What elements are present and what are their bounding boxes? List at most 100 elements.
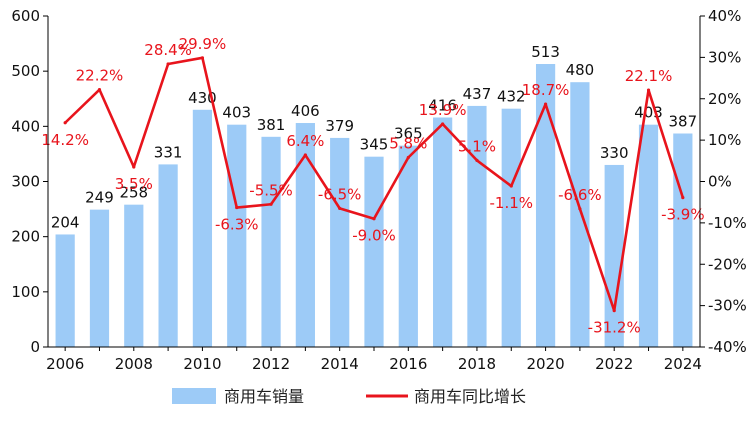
x-tick-label: 2022 — [595, 355, 633, 373]
line-label-2013: 6.4% — [286, 132, 324, 150]
right-tick-label: -40% — [708, 338, 746, 356]
x-tick-label: 2012 — [252, 355, 290, 373]
left-tick-label: 0 — [30, 338, 40, 356]
bar-2013 — [295, 123, 315, 348]
bar-label-2020: 513 — [531, 43, 560, 61]
bar-2017 — [433, 117, 453, 347]
bar-2010 — [192, 109, 213, 347]
growth-point-2015 — [372, 217, 376, 221]
bar-label-2012: 381 — [257, 116, 286, 134]
right-tick-label: 10% — [708, 131, 741, 149]
right-tick-label: -30% — [708, 297, 746, 315]
bar-2020 — [535, 64, 556, 347]
line-label-2016: 5.8% — [389, 135, 427, 153]
growth-point-2021 — [578, 207, 582, 211]
legend-label-growth: 商用车同比增长 — [414, 387, 526, 406]
line-label-2020: 18.7% — [522, 81, 570, 99]
growth-point-2016 — [406, 155, 410, 160]
line-label-2021: -6.6% — [558, 186, 602, 204]
x-tick-label: 2010 — [183, 355, 221, 373]
line-label-2023: 22.1% — [625, 67, 673, 85]
x-tick-label: 2018 — [458, 355, 496, 373]
bar-2008 — [124, 204, 144, 347]
bar-label-2017: 416 — [428, 97, 457, 115]
growth-point-2023 — [646, 88, 651, 92]
line-label-2007: 22.2% — [76, 67, 124, 85]
bar-2014 — [330, 137, 350, 347]
right-tick-label: 0% — [708, 173, 732, 191]
x-tick-label: 2006 — [46, 355, 84, 373]
bar-label-2018: 437 — [463, 85, 492, 103]
bar-2016 — [398, 145, 418, 347]
line-label-2024: -3.9% — [661, 206, 705, 224]
growth-point-2012 — [269, 202, 273, 206]
bar-2023 — [638, 124, 659, 348]
x-tick-label: 2020 — [526, 355, 564, 373]
left-tick-label: 200 — [11, 228, 40, 246]
left-tick-label: 100 — [11, 283, 40, 301]
line-series — [63, 56, 685, 313]
x-tick-label: 2016 — [389, 355, 427, 373]
bar-label-2023: 403 — [634, 104, 663, 122]
bar-2006 — [55, 234, 75, 347]
growth-point-2022 — [612, 308, 616, 313]
right-tick-label: -20% — [708, 255, 746, 273]
legend-label-sales: 商用车销量 — [224, 387, 304, 406]
line-label-2014: -6.5% — [318, 185, 362, 203]
bar-label-2022: 330 — [600, 144, 629, 162]
line-label-2011: -6.3% — [215, 216, 259, 234]
bar-label-2024: 387 — [669, 113, 698, 131]
left-tick-label: 600 — [11, 7, 40, 25]
bar-label-2019: 432 — [497, 88, 526, 106]
right-tick-label: 30% — [708, 48, 741, 66]
bar-label-2013: 406 — [291, 102, 320, 120]
bar-2007 — [89, 209, 110, 347]
bar-label-2011: 403 — [222, 104, 251, 122]
line-label-2018: 5.1% — [458, 137, 496, 155]
line-label-2022: -31.2% — [588, 319, 641, 337]
x-tick-label: 2008 — [115, 355, 153, 373]
bar-2011 — [227, 124, 247, 348]
growth-point-2007 — [97, 88, 102, 92]
growth-point-2020 — [543, 102, 548, 106]
right-tick-label: 40% — [708, 7, 741, 25]
growth-point-2014 — [338, 206, 342, 210]
growth-point-2024 — [681, 196, 685, 200]
bar-2024 — [673, 133, 693, 347]
line-data-labels: 14.2% 22.2% 3.5% 28.4%29.9% -6.3% -5.5% 6.4% -6… — [41, 35, 704, 337]
bar-label-2006: 204 — [51, 213, 80, 231]
left-tick-label: 400 — [11, 117, 40, 135]
legend-swatch-sales — [172, 388, 216, 404]
bar-label-2014: 379 — [325, 117, 354, 135]
growth-point-2010 — [200, 56, 205, 60]
growth-point-2017 — [441, 122, 445, 126]
line-label-2010: 29.9% — [179, 35, 227, 53]
x-tick-label: 2024 — [664, 355, 702, 373]
growth-point-2018 — [475, 158, 479, 162]
bar-label-2016: 365 — [394, 125, 423, 143]
bar-2022 — [604, 164, 624, 347]
bar-label-2021: 480 — [566, 61, 595, 79]
growth-point-2011 — [235, 205, 239, 210]
legend: 商用车销量 商用车同比增长 — [172, 387, 526, 406]
growth-point-2008 — [132, 165, 136, 169]
bar-label-2015: 345 — [360, 136, 389, 154]
line-label-2017: 13.9% — [419, 101, 467, 119]
bar-2012 — [261, 136, 281, 347]
line-label-2008: 3.5% — [115, 175, 153, 193]
left-tick-label: 500 — [11, 62, 40, 80]
bar-label-2009: 331 — [154, 143, 183, 161]
line-label-2019: -1.1% — [489, 194, 533, 212]
line-label-2015: -9.0% — [352, 227, 396, 245]
bar-label-2007: 249 — [85, 189, 114, 207]
left-tick-label: 300 — [11, 173, 40, 191]
bar-series — [55, 64, 693, 348]
right-tick-label: 20% — [708, 90, 741, 108]
line-label-2009: 28.4% — [144, 41, 192, 59]
bar-2015 — [364, 156, 384, 347]
line-label-2006: 14.2% — [41, 131, 89, 149]
growth-point-2009 — [166, 62, 170, 66]
